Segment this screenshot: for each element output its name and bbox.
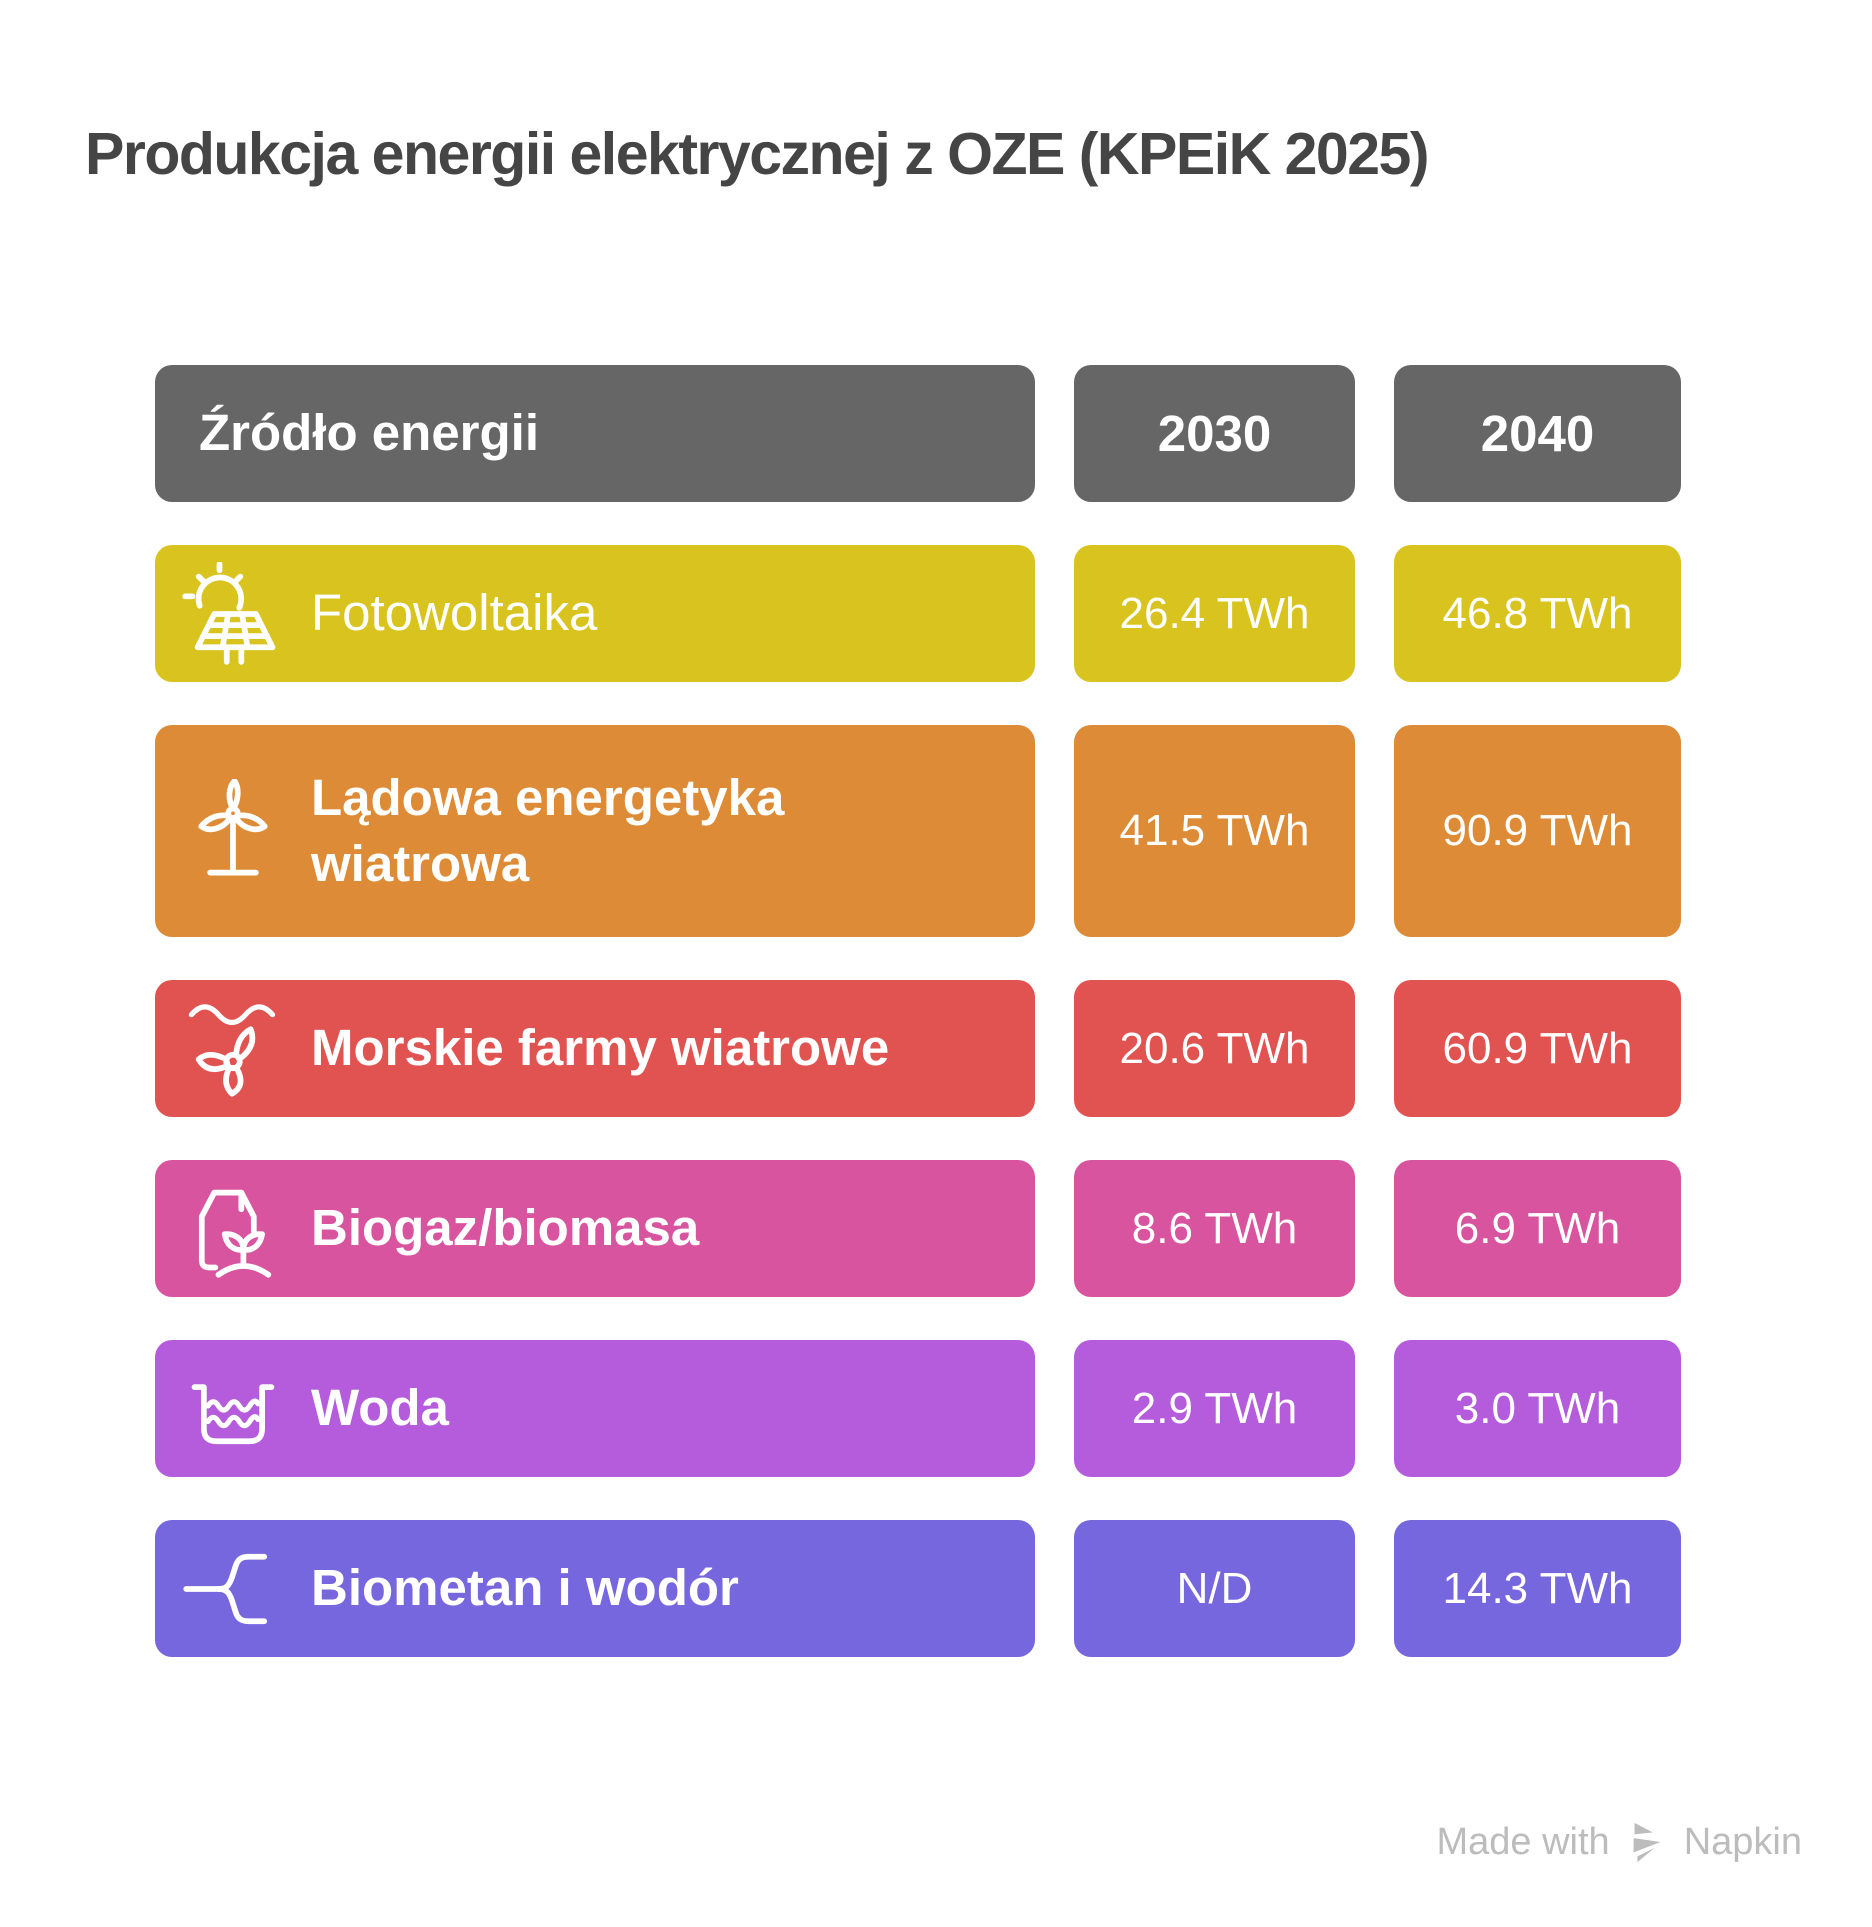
value-text: 26.4 TWh <box>1119 588 1310 638</box>
row-fotowoltaika-2040-cell: 46.8 TWh <box>1394 545 1681 682</box>
header-source-label: Źródło energii <box>199 404 540 462</box>
row-biometan-2030-cell: N/D <box>1074 1520 1355 1657</box>
page-title: Produkcja energii elektrycznej z OZE (KP… <box>85 121 1430 187</box>
offshore-propeller-icon <box>181 997 285 1101</box>
pipeline-branch-icon <box>181 1537 285 1641</box>
row-woda-label-cell: Woda <box>155 1340 1035 1477</box>
row-fotowoltaika-label-cell: Fotowoltaika <box>155 545 1035 682</box>
row-label: Biometan i wodór <box>311 1559 739 1617</box>
value-text: 6.9 TWh <box>1454 1203 1621 1253</box>
header-2040-label: 2040 <box>1480 405 1595 462</box>
value-text: 8.6 TWh <box>1131 1203 1298 1253</box>
solar-panel-sun-icon <box>181 561 285 666</box>
row-biogaz-2040-cell: 6.9 TWh <box>1394 1160 1681 1297</box>
row-woda-2040-cell: 3.0 TWh <box>1394 1340 1681 1477</box>
value-text: 46.8 TWh <box>1442 588 1633 638</box>
row-label: Morskie farmy wiatrowe <box>311 1019 890 1077</box>
row-label: Woda <box>311 1379 449 1437</box>
wind-turbine-icon <box>181 779 285 883</box>
header-source-column: Źródło energii <box>155 365 1035 502</box>
energy-table: Źródło energii 2030 2040 <box>155 365 1681 1657</box>
value-text: 60.9 TWh <box>1442 1023 1633 1073</box>
header-2030-column: 2030 <box>1074 365 1355 502</box>
value-text: N/D <box>1176 1563 1253 1613</box>
row-morskie-2030-cell: 20.6 TWh <box>1074 980 1355 1117</box>
header-2030-label: 2030 <box>1157 405 1272 462</box>
value-text: 41.5 TWh <box>1119 806 1310 855</box>
napkin-logo-icon <box>1624 1819 1670 1865</box>
row-biometan-2040-cell: 14.3 TWh <box>1394 1520 1681 1657</box>
value-text: 2.9 TWh <box>1131 1383 1298 1433</box>
row-biometan-label-cell: Biometan i wodór <box>155 1520 1035 1657</box>
value-text: 20.6 TWh <box>1119 1023 1310 1073</box>
value-text: 90.9 TWh <box>1442 806 1633 855</box>
row-morskie-label-cell: Morskie farmy wiatrowe <box>155 980 1035 1117</box>
row-label: Fotowoltaika <box>311 584 598 642</box>
made-with-napkin-watermark: Made with Napkin <box>1437 1819 1803 1865</box>
row-biogaz-label-cell: Biogaz/biomasa <box>155 1160 1035 1297</box>
row-label: Biogaz/biomasa <box>311 1199 700 1257</box>
water-tank-icon <box>181 1357 285 1461</box>
row-label: Lądowa energetyka wiatrowa <box>311 768 785 892</box>
biogas-plant-icon <box>181 1177 285 1281</box>
row-morskie-2040-cell: 60.9 TWh <box>1394 980 1681 1117</box>
header-2040-column: 2040 <box>1394 365 1681 502</box>
row-woda-2030-cell: 2.9 TWh <box>1074 1340 1355 1477</box>
made-with-text: Made with <box>1436 1820 1610 1863</box>
value-text: 14.3 TWh <box>1442 1563 1633 1613</box>
row-biogaz-2030-cell: 8.6 TWh <box>1074 1160 1355 1297</box>
row-fotowoltaika-2030-cell: 26.4 TWh <box>1074 545 1355 682</box>
value-text: 3.0 TWh <box>1454 1383 1621 1433</box>
row-ladowa-label-cell: Lądowa energetyka wiatrowa <box>155 725 1035 937</box>
row-ladowa-2030-cell: 41.5 TWh <box>1074 725 1355 937</box>
row-ladowa-2040-cell: 90.9 TWh <box>1394 725 1681 937</box>
napkin-brand-text: Napkin <box>1683 1820 1802 1863</box>
